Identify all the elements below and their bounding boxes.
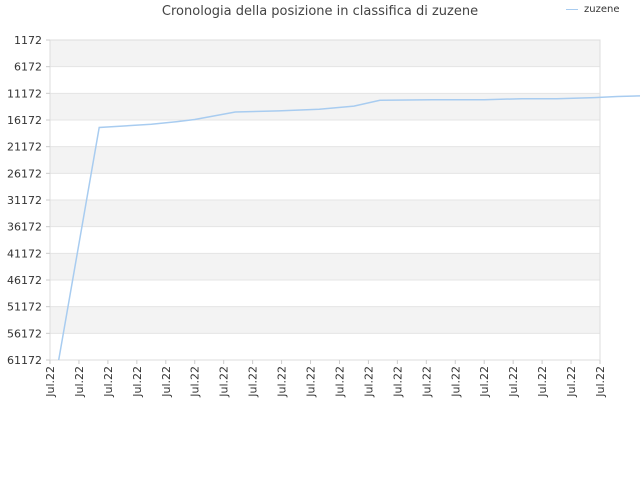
y-tick-label: 46172 <box>7 274 42 287</box>
x-tick-label: Jul.22 <box>218 366 231 398</box>
y-tick-label: 6172 <box>14 61 42 74</box>
grid-band <box>50 306 600 334</box>
y-tick-label: 41172 <box>7 247 42 260</box>
x-tick-label: Jul.22 <box>247 366 260 398</box>
chart-title: Cronologia della posizione in classifica… <box>161 4 479 19</box>
grid-band <box>50 40 600 67</box>
grid-band <box>50 120 600 147</box>
x-tick-label: Jul.22 <box>305 366 318 398</box>
x-tick-label: Jul.22 <box>478 366 491 398</box>
legend: zuzene <box>566 4 619 15</box>
x-tick-label: Jul.22 <box>449 366 462 398</box>
x-tick-label: Jul.22 <box>131 366 144 398</box>
legend-label: zuzene <box>584 4 620 15</box>
y-tick-label: 51172 <box>7 301 42 314</box>
y-tick-label: 21172 <box>7 141 42 154</box>
y-tick-label: 31172 <box>7 194 42 207</box>
x-tick-label: Jul.22 <box>391 366 404 398</box>
x-tick-label: Jul.22 <box>565 366 578 398</box>
grid-band <box>50 146 600 174</box>
x-tick-label: Jul.22 <box>276 366 289 398</box>
x-tick-label: Jul.22 <box>362 366 375 398</box>
y-axis: 1172 6172 11172 16172 21172 26172 31172 36172 41… <box>7 34 50 367</box>
x-tick-label: Jul.22 <box>507 366 520 398</box>
grid-band <box>50 66 600 94</box>
grid-band <box>50 93 600 120</box>
y-tick-label: 56172 <box>7 327 42 340</box>
x-tick-label: Jul.22 <box>44 366 57 398</box>
series-line-zuzene <box>57 95 640 361</box>
x-tick-label: Jul.22 <box>536 366 549 398</box>
grid-band <box>50 200 600 227</box>
y-tick-label: 26172 <box>7 167 42 180</box>
grid-band <box>50 226 600 254</box>
x-tick-label: Jul.22 <box>102 366 115 398</box>
grid-band <box>50 280 600 307</box>
x-tick-label: Jul.22 <box>420 366 433 398</box>
grid-band <box>50 253 600 280</box>
x-tick-label: Jul.22 <box>160 366 173 398</box>
x-axis: Jul.22 Jul.22 Jul.22 Jul.22 Jul.22 Jul.22 Jul.… <box>44 360 607 398</box>
y-tick-label: 36172 <box>7 221 42 234</box>
x-tick-label: Jul.22 <box>189 366 202 398</box>
y-tick-label: 11172 <box>7 87 42 100</box>
y-tick-label: 1172 <box>14 34 42 47</box>
legend-swatch <box>566 9 578 10</box>
y-tick-label: 61172 <box>7 354 42 367</box>
y-tick-label: 16172 <box>7 114 42 127</box>
grid-band <box>50 333 600 360</box>
x-tick-label: Jul.22 <box>594 366 607 398</box>
grid-bands <box>50 39 600 360</box>
x-tick-label: Jul.22 <box>333 366 346 398</box>
grid-band <box>50 173 600 200</box>
x-tick-label: Jul.22 <box>73 366 86 398</box>
